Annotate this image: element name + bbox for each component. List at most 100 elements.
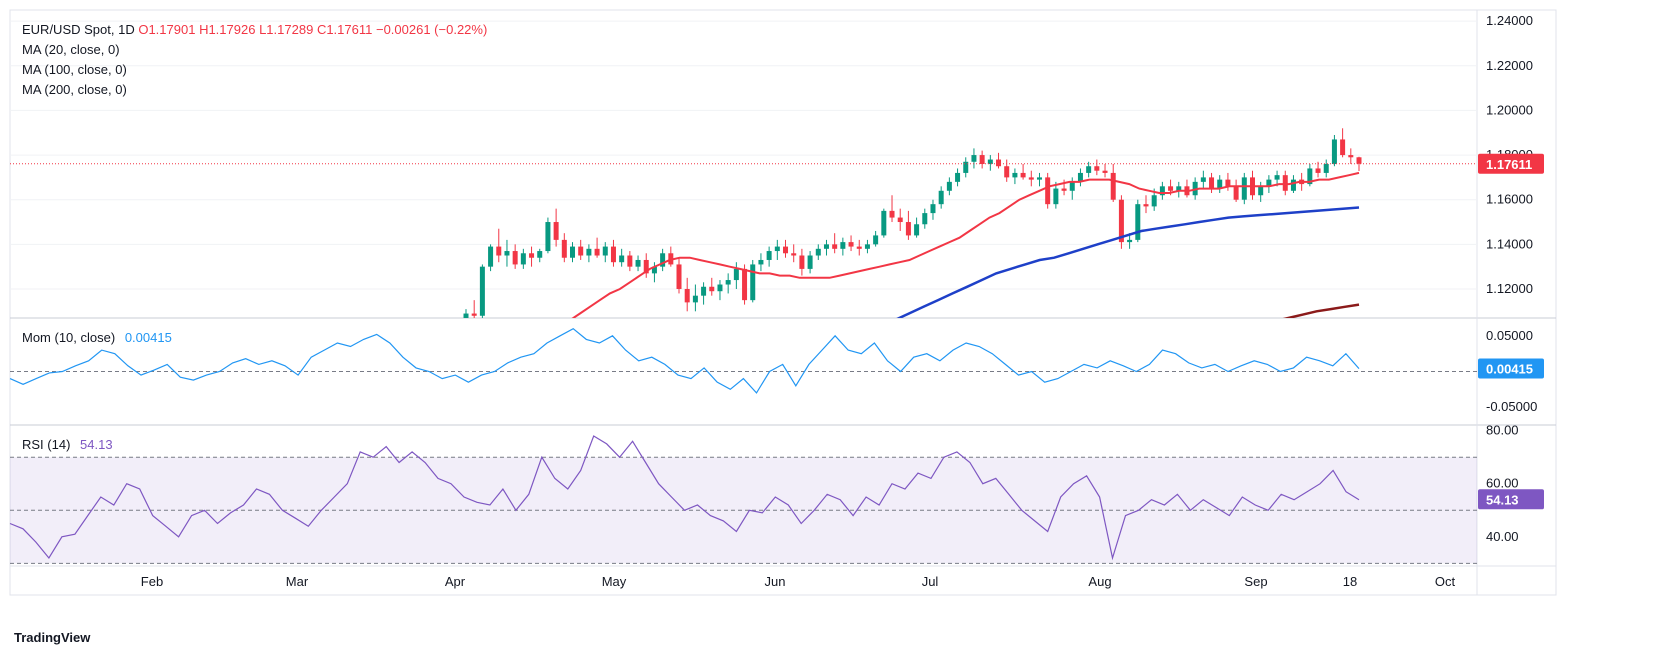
mom-label: Mom (10, close): [22, 330, 116, 345]
candle-body: [733, 268, 739, 281]
candle-body: [1258, 186, 1264, 196]
candle-body: [889, 210, 895, 218]
candle-body: [725, 280, 731, 285]
candle-body: [783, 246, 789, 254]
candle-body: [864, 244, 870, 249]
candle-body: [1217, 179, 1223, 189]
ma100-legend[interactable]: MA (100, close, 0): [22, 62, 127, 77]
candle-body: [742, 268, 748, 301]
ma20-legend[interactable]: MA (20, close, 0): [22, 42, 120, 57]
time-tick-label: Aug: [1088, 574, 1111, 589]
candle-body: [471, 313, 477, 316]
candle-body: [1274, 175, 1280, 180]
candle-body: [799, 255, 805, 269]
candle-body: [643, 259, 649, 274]
mom-value: 0.00415: [124, 330, 172, 345]
price-badge: [1478, 153, 1544, 174]
candle-body: [1282, 175, 1288, 191]
candle-body: [1151, 195, 1157, 207]
price-tick-label: 1.12000: [1486, 281, 1533, 296]
candle-body: [496, 246, 502, 256]
candle-body: [1045, 177, 1051, 205]
candle-body: [1036, 177, 1042, 180]
candle-body: [1053, 188, 1059, 205]
rsi-tick-label: 40.00: [1486, 529, 1519, 544]
candle-body: [979, 155, 985, 164]
candle-body: [578, 246, 584, 256]
candle-body: [627, 255, 633, 267]
rsi-legend[interactable]: RSI (14) 54.13: [22, 437, 113, 452]
candle-body: [1356, 157, 1362, 164]
candle-body: [1094, 166, 1100, 171]
time-tick-label: May: [602, 574, 627, 589]
candle-body: [815, 248, 821, 256]
candle-body: [463, 313, 469, 318]
candle-body: [766, 251, 772, 260]
candle-body: [1110, 172, 1116, 200]
candle-body: [479, 266, 485, 316]
mom-tick-label: 0.05000: [1486, 328, 1533, 343]
candle-body: [692, 295, 698, 303]
price-pane: [10, 20, 1477, 318]
time-tick-label: Jun: [765, 574, 786, 589]
candle-body: [930, 204, 936, 214]
candle-body: [1118, 199, 1124, 243]
candle-body: [684, 288, 690, 303]
candle-body: [504, 251, 510, 256]
candle-body: [774, 246, 780, 252]
symbol-label[interactable]: EUR/USD Spot, 1D: [22, 22, 135, 37]
ma200-legend[interactable]: MA (200, close, 0): [22, 82, 127, 97]
high-value: H1.17926: [199, 22, 256, 37]
candle-body: [758, 259, 764, 265]
candle-body: [807, 255, 813, 269]
price-tick-label: 1.14000: [1486, 236, 1533, 251]
candle-body: [1323, 164, 1329, 173]
candle-body: [856, 246, 862, 249]
candle-body: [1069, 181, 1075, 191]
time-tick-label: Feb: [141, 574, 163, 589]
open-value: O1.17901: [138, 22, 196, 37]
candle-body: [873, 235, 879, 245]
rsi-label: RSI (14): [22, 437, 71, 452]
candle-body: [914, 224, 920, 236]
mom-tick-label: -0.05000: [1486, 399, 1537, 414]
candle-body: [1340, 139, 1346, 156]
candle-body: [676, 264, 682, 289]
candle-body: [660, 253, 666, 267]
chart-frame: [9, 9, 1557, 596]
logo-text: TradingView: [14, 630, 91, 645]
candle-body: [1168, 186, 1174, 191]
candle-body: [594, 248, 600, 256]
candle-body: [750, 264, 756, 301]
ma20-line: [571, 171, 1360, 318]
mom-legend[interactable]: Mom (10, close) 0.00415: [22, 330, 172, 345]
candle-body: [1012, 172, 1018, 178]
candle-body: [996, 159, 1002, 167]
time-tick-label: Oct: [1435, 574, 1456, 589]
price-tick-label: 1.20000: [1486, 102, 1533, 117]
candle-body: [1004, 166, 1010, 178]
candle-body: [488, 246, 494, 267]
candle-body: [897, 217, 903, 223]
tradingview-logo[interactable]: TradingView: [14, 630, 90, 645]
candle-body: [955, 172, 961, 182]
price-tick-label: 1.22000: [1486, 58, 1533, 73]
candle-body: [561, 239, 567, 258]
main-legend: EUR/USD Spot, 1D O1.17901 H1.17926 L1.17…: [22, 22, 487, 37]
candle-body: [709, 286, 715, 292]
mom-badge-text: 0.00415: [1486, 362, 1533, 377]
candle-body: [1102, 170, 1108, 173]
price-badge-text: 1.17611: [1486, 157, 1532, 172]
candle-body: [1077, 172, 1083, 182]
candle-body: [971, 155, 977, 162]
candle-body: [553, 222, 559, 240]
low-value: L1.17289: [259, 22, 314, 37]
candle-body: [635, 259, 641, 267]
time-tick-label: Apr: [445, 574, 466, 589]
rsi-badge: [1478, 489, 1544, 510]
rsi-line: [9, 435, 1360, 561]
candle-body: [1290, 179, 1296, 191]
candle-body: [832, 244, 838, 249]
time-tick-label: Mar: [286, 574, 309, 589]
